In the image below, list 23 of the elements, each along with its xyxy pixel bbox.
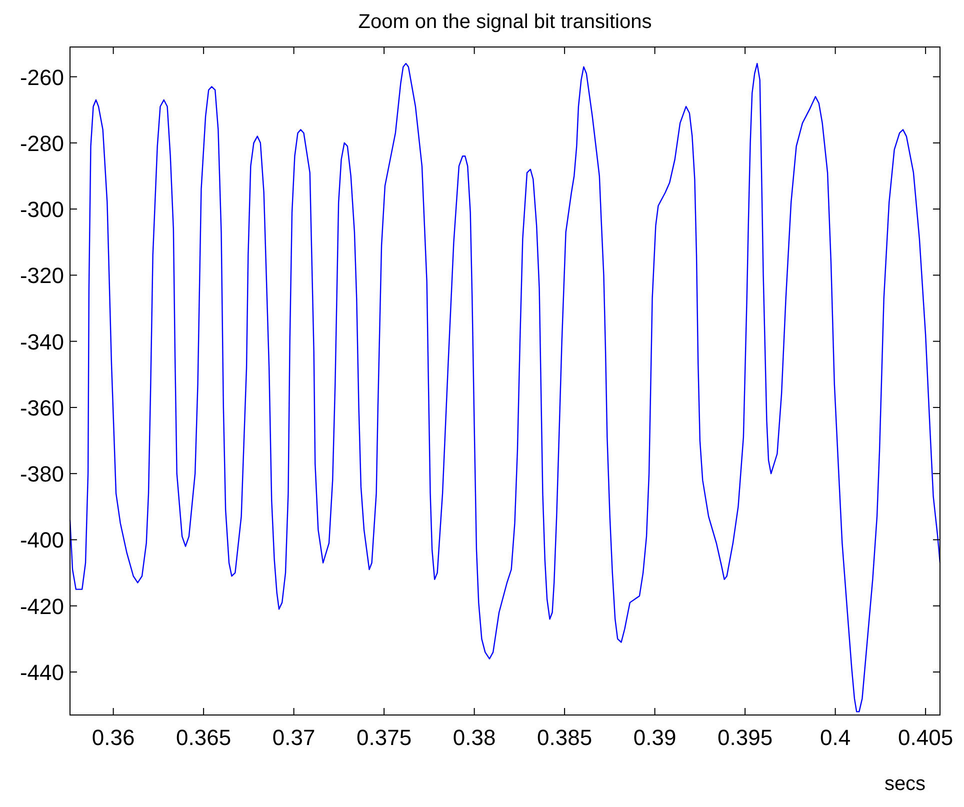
x-tick-label: 0.4: [820, 725, 851, 750]
line-series: [69, 62, 941, 712]
x-tick-label: 0.36: [92, 725, 135, 750]
x-axis-title: secs: [884, 773, 926, 795]
x-tick-label: 0.37: [272, 725, 316, 750]
y-tick-label: -440: [20, 660, 64, 686]
x-tick-label: 0.405: [898, 725, 954, 750]
x-tick-label: 0.385: [537, 725, 592, 750]
y-tick-label: -320: [20, 263, 64, 288]
x-tick-label: 0.375: [356, 725, 412, 750]
y-tick-label: -400: [20, 528, 64, 553]
y-tick-label: -420: [20, 594, 64, 619]
y-tick-label: -260: [20, 64, 64, 90]
x-tick-label: 0.39: [633, 725, 676, 750]
y-tick-label: -300: [20, 197, 64, 222]
chart-title: Zoom on the signal bit transitions: [358, 11, 652, 33]
x-tick-label: 0.38: [452, 725, 496, 750]
y-tick-label: -360: [20, 395, 64, 420]
y-tick-label: -340: [20, 329, 64, 354]
y-tick-label: -280: [20, 130, 64, 156]
x-tick-label: 0.365: [176, 725, 232, 750]
x-tick-label: 0.395: [718, 725, 773, 750]
y-tick-label: -380: [20, 462, 64, 487]
